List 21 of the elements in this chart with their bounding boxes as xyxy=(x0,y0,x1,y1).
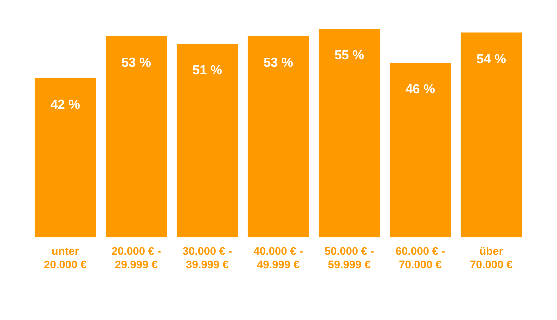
x-tick-label: über 70.000 € xyxy=(470,246,513,272)
bar xyxy=(106,36,168,238)
data-label: 53 % xyxy=(264,55,294,70)
bar xyxy=(34,78,96,238)
data-label: 42 % xyxy=(50,96,81,112)
bar xyxy=(248,36,310,238)
x-tick-label: 50.000 € - 59.999 € xyxy=(324,246,375,272)
data-label: 55 % xyxy=(334,48,365,63)
data-label: 46 % xyxy=(406,82,436,97)
bar xyxy=(318,28,380,238)
bar xyxy=(460,32,522,238)
data-label: 51 % xyxy=(192,62,223,78)
x-tick-label: unter 20.000 € xyxy=(44,246,87,272)
x-tick-label: 60.000 € - 70.000 € xyxy=(396,246,446,272)
data-label: 53 % xyxy=(122,55,152,70)
bar xyxy=(390,63,452,238)
x-tick-label: 20.000 € - 29.999 € xyxy=(112,246,162,272)
data-label: 54 % xyxy=(476,51,507,66)
bar xyxy=(176,44,238,238)
x-tick-label: 30.000 € - 39.999 € xyxy=(182,246,233,272)
x-tick-label: 40.000 € - 49.999 € xyxy=(254,246,304,272)
